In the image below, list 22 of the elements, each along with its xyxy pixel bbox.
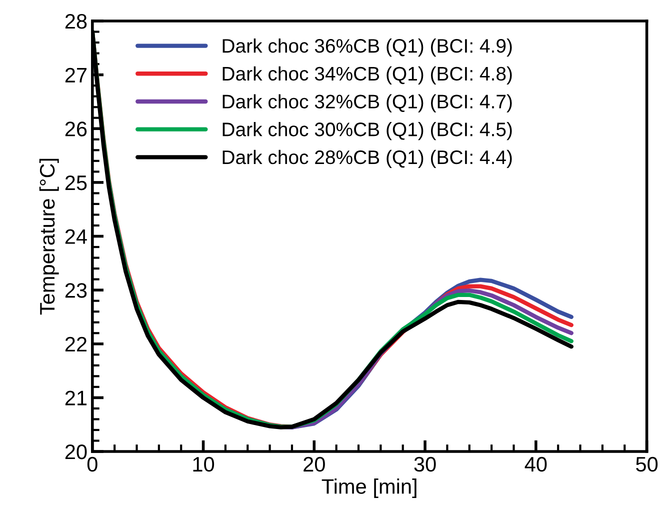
legend-label: Dark choc 30%CB (Q1) (BCI: 4.5) <box>222 122 512 140</box>
x-tick-label: 40 <box>524 456 547 472</box>
legend-label: Dark choc 36%CB (Q1) (BCI: 4.9) <box>222 38 512 57</box>
y-tick-label: 26 <box>65 122 87 136</box>
y-tick-label: 24 <box>65 229 87 244</box>
y-tick-label: 20 <box>65 444 87 460</box>
legend-label: Dark choc 32%CB (Q1) (BCI: 4.7) <box>222 94 512 112</box>
y-tick-label: 23 <box>65 283 87 298</box>
x-tick-label: 0 <box>87 456 98 472</box>
y-tick-label: 27 <box>65 68 86 82</box>
x-tick-label: 30 <box>414 456 436 472</box>
x-tick-label: 10 <box>193 456 214 472</box>
legend-label: Dark choc 28%CB (Q1) (BCI: 4.4) <box>222 150 512 168</box>
x-tick-label: 50 <box>636 456 658 472</box>
y-tick-label: 22 <box>65 336 86 352</box>
x-tick-label: 20 <box>304 456 325 472</box>
x-axis-title: Time [min] <box>322 478 416 498</box>
y-tick-label: 25 <box>65 175 87 190</box>
legend-label: Dark choc 34%CB (Q1) (BCI: 4.8) <box>222 66 512 84</box>
y-axis-title: Temperature [°C] <box>39 158 59 315</box>
y-tick-label: 21 <box>65 390 87 406</box>
y-tick-label: 28 <box>65 14 87 29</box>
